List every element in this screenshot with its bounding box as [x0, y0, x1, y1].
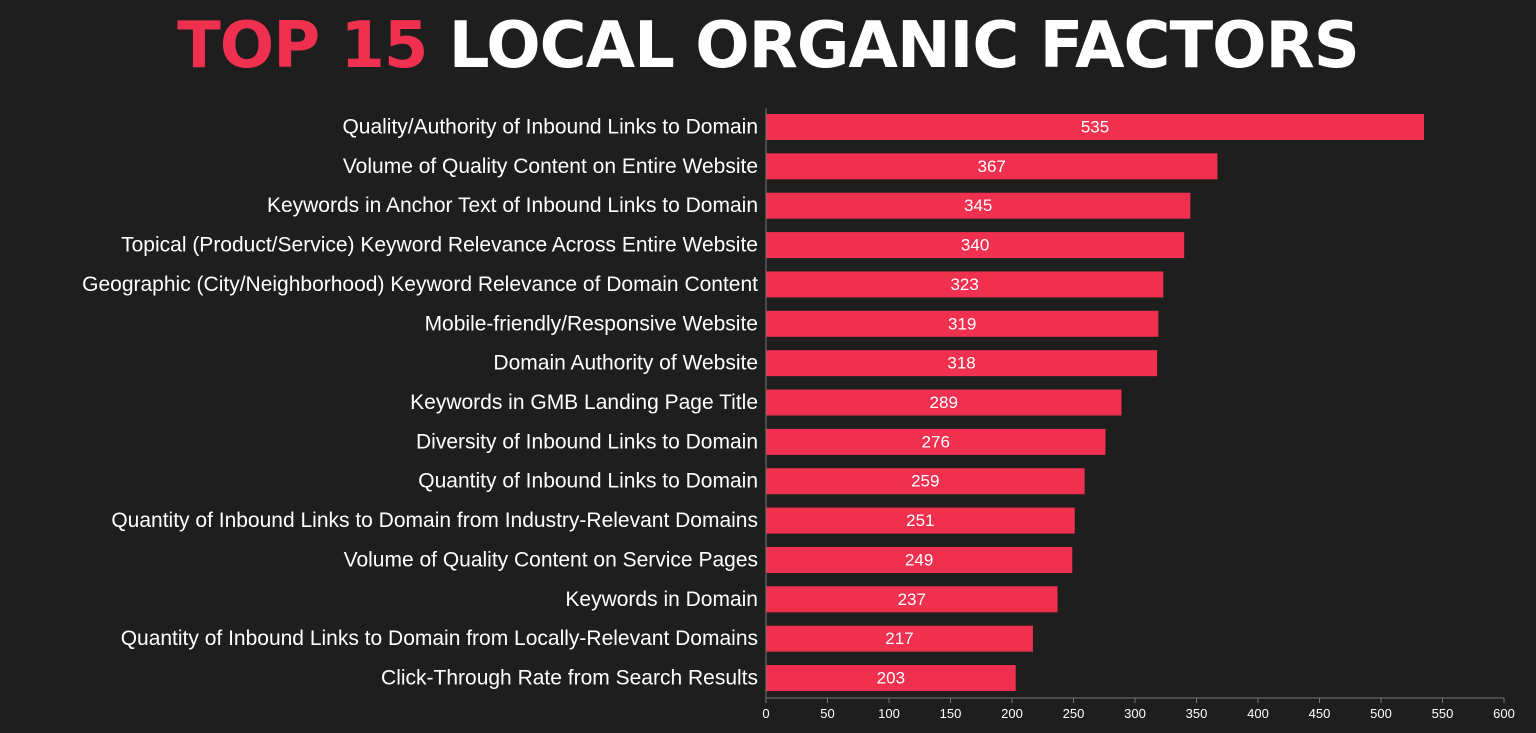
category-label: Click-Through Rate from Search Results: [381, 667, 758, 690]
category-label: Quantity of Inbound Links to Domain: [418, 470, 758, 493]
x-tick-label: 200: [1001, 706, 1023, 721]
bar: [766, 192, 1191, 219]
bar: [766, 114, 1425, 140]
bar: [766, 546, 1073, 573]
x-tick-label: 250: [1063, 706, 1085, 721]
x-tick-label: 500: [1370, 706, 1392, 721]
category-label: Mobile-friendly/Responsive Website: [425, 312, 758, 335]
value-label: 340: [961, 236, 989, 255]
x-axis: 0 50 100 150 200 250 300 350 400 450 500 550 600: [762, 108, 1515, 721]
x-tick-label: 600: [1493, 706, 1515, 721]
bars-layer: Quality/Authority of Inbound Links to Do…: [82, 114, 1425, 692]
value-label: 249: [905, 550, 933, 569]
value-label: 259: [911, 472, 939, 491]
bar: [766, 625, 1033, 652]
value-label: 251: [906, 511, 934, 530]
chart-title: TOP 15 LOCAL ORGANIC FACTORS: [0, 4, 1536, 88]
value-label: 217: [885, 629, 913, 648]
x-tick-label: 450: [1309, 706, 1331, 721]
category-label: Topical (Product/Service) Keyword Releva…: [121, 234, 758, 257]
value-label: 289: [930, 393, 958, 412]
x-tick-label: 150: [940, 706, 962, 721]
value-label: 237: [898, 590, 926, 609]
bar: [766, 232, 1185, 259]
bar: [766, 153, 1218, 180]
value-label: 203: [877, 669, 905, 688]
category-label: Quality/Authority of Inbound Links to Do…: [342, 116, 758, 139]
x-tick-label: 350: [1186, 706, 1208, 721]
category-label: Volume of Quality Content on Service Pag…: [344, 548, 758, 571]
title-highlight: TOP 15: [177, 9, 428, 83]
value-label: 345: [964, 196, 992, 215]
category-label: Quantity of Inbound Links to Domain from…: [111, 509, 758, 532]
bar: [766, 468, 1085, 495]
title-rest: LOCAL ORGANIC FACTORS: [448, 9, 1360, 83]
x-tick-label: 100: [878, 706, 900, 721]
value-label: 367: [978, 157, 1006, 176]
category-label: Geographic (City/Neighborhood) Keyword R…: [82, 273, 758, 296]
value-label: 318: [947, 354, 975, 373]
value-label: 535: [1081, 118, 1109, 137]
category-label: Keywords in GMB Landing Page Title: [410, 391, 758, 414]
category-label: Volume of Quality Content on Entire Webs…: [343, 155, 758, 178]
x-tick-label: 50: [820, 706, 834, 721]
value-label: 323: [950, 275, 978, 294]
bar: [766, 586, 1058, 613]
bar: [766, 507, 1075, 534]
value-label: 276: [922, 432, 950, 451]
bar: [766, 428, 1106, 455]
x-tick-label: 550: [1432, 706, 1454, 721]
bar: [766, 271, 1164, 298]
bar: [766, 350, 1158, 377]
bar: [766, 389, 1122, 416]
category-label: Domain Authority of Website: [493, 352, 758, 375]
category-label: Keywords in Domain: [565, 588, 758, 611]
x-tick-label: 0: [762, 706, 769, 721]
category-label: Diversity of Inbound Links to Domain: [416, 430, 758, 453]
bar: [766, 310, 1159, 337]
bar: [766, 665, 1016, 692]
category-label: Keywords in Anchor Text of Inbound Links…: [267, 194, 758, 217]
x-tick-label: 400: [1247, 706, 1269, 721]
value-label: 319: [948, 314, 976, 333]
category-label: Quantity of Inbound Links to Domain from…: [121, 627, 758, 650]
x-tick-label: 300: [1124, 706, 1146, 721]
